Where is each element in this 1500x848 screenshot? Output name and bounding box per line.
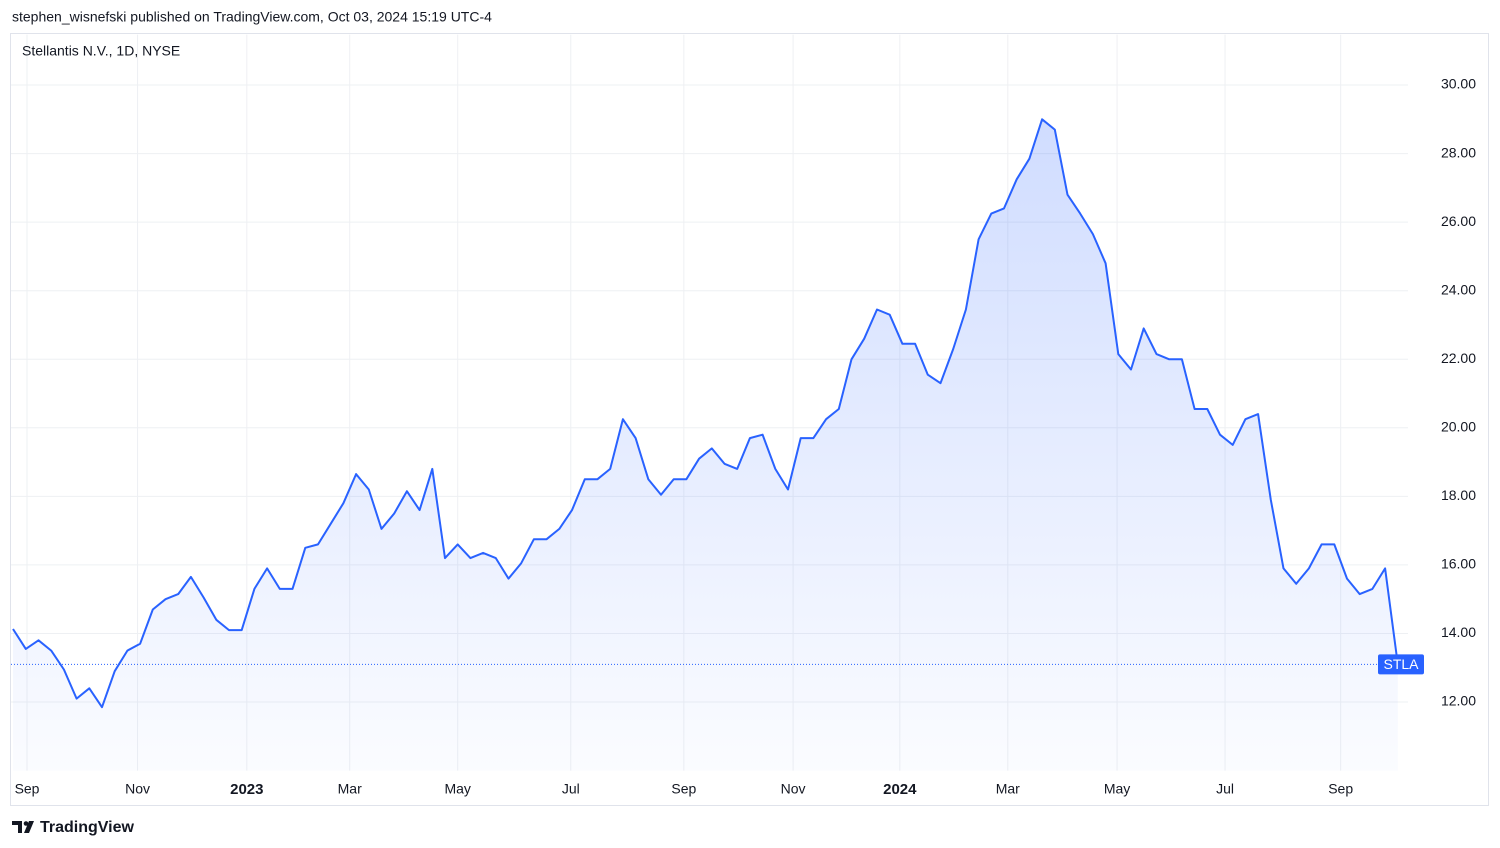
x-tick-label: May [444,781,470,797]
x-tick-label: Sep [15,781,40,797]
x-tick-label: Nov [781,781,806,797]
y-tick-label: 20.00 [1441,419,1476,435]
chart-title: Stellantis N.V., 1D, NYSE [22,43,180,59]
x-tick-label: Jul [1216,781,1234,797]
y-tick-label: 24.00 [1441,281,1476,297]
y-tick-label: 26.00 [1441,213,1476,229]
logo [12,821,34,833]
x-tick-label: Mar [338,781,362,797]
area-fill [13,119,1398,771]
y-tick-label: 18.00 [1441,487,1476,503]
x-tick-label: 2024 [883,781,917,798]
x-tick-label: Mar [996,781,1020,797]
x-tick-label: Sep [1328,781,1353,797]
price-line [12,118,1399,709]
y-tick-label: 22.00 [1441,350,1476,366]
x-tick-label: May [1104,781,1130,797]
frame [10,33,1489,806]
x-tick-label: Nov [125,781,150,797]
brand: TradingView [40,819,135,836]
x-tick-label: Jul [562,781,580,797]
x-tick-label: Sep [671,781,696,797]
x-tick-label: 2023 [230,781,263,798]
y-tick-label: 16.00 [1441,556,1476,572]
y-tick-label: 30.00 [1441,76,1476,92]
y-tick-label: 14.00 [1441,624,1476,640]
series-tag-label: STLA [1383,656,1419,672]
published-note: stephen_wisnefski published on TradingVi… [12,9,492,25]
series-tag [1378,654,1424,675]
y-tick-label: 28.00 [1441,144,1476,160]
y-tick-label: 12.00 [1441,693,1476,709]
